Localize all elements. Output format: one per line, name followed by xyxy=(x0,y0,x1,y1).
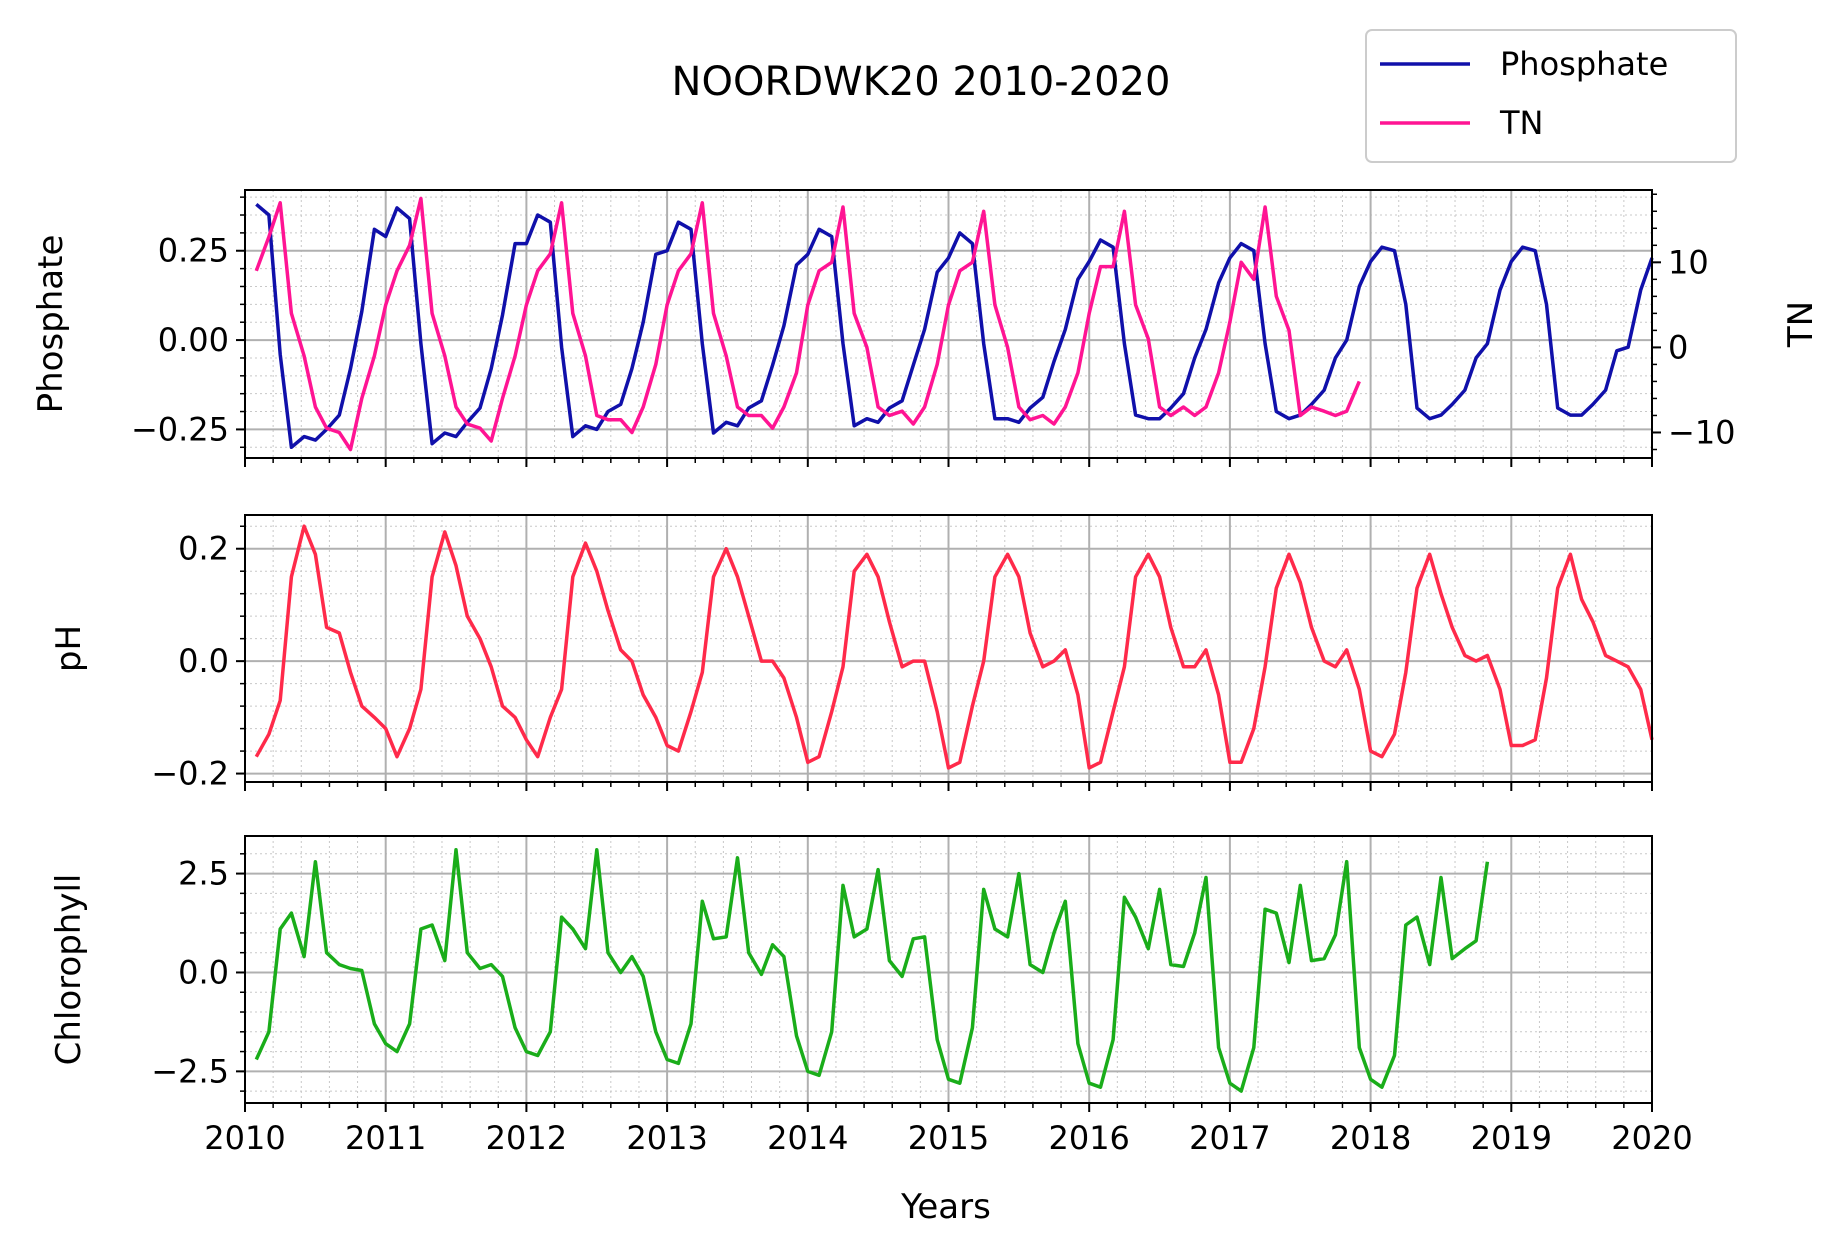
legend-label-tn: TN xyxy=(1499,104,1543,142)
panel-phosphate-tn: −0.25 0.00 0.25 −10 0 10 TN Phosphate xyxy=(31,189,1821,467)
legend-label-phosphate: Phosphate xyxy=(1500,45,1668,83)
series-line-ph xyxy=(254,524,1654,770)
series-line-tn xyxy=(254,196,1361,452)
y-tick-label: 0.0 xyxy=(178,953,229,991)
y-tick-label-right: −10 xyxy=(1668,413,1736,451)
y-tick-label: 0.0 xyxy=(178,642,229,680)
y-axis-title: Chlorophyll xyxy=(49,874,89,1066)
y-tick-label-right: 0 xyxy=(1668,328,1688,366)
y-tick-label-right: 10 xyxy=(1668,243,1709,281)
series-line-phosphate xyxy=(255,202,1654,450)
x-tick-label: 2017 xyxy=(1189,1119,1270,1157)
x-tick-label: 2011 xyxy=(345,1119,426,1157)
x-tick-label: 2015 xyxy=(908,1119,989,1157)
panel-ph: −0.2 0.0 0.2 pH xyxy=(49,514,1654,793)
y-tick-label: −0.25 xyxy=(131,410,229,448)
y-tick-label: 2.5 xyxy=(178,855,229,893)
y-tick-label: 0.25 xyxy=(158,232,229,270)
chart-title: NOORDWK20 2010-2020 xyxy=(672,59,1171,105)
y-axis-title-right: TN xyxy=(1781,301,1821,348)
x-tick-label: 2018 xyxy=(1330,1119,1411,1157)
y-tick-label: 0.2 xyxy=(178,530,229,568)
y-axis-title: Phosphate xyxy=(31,235,71,414)
x-tick-label: 2012 xyxy=(486,1119,567,1157)
legend: Phosphate TN xyxy=(1365,29,1737,163)
panel-chlorophyll: −2.5 0.0 2.5 2010 2011 2012 2013 2014 2015 2016 20… xyxy=(49,835,1693,1157)
series-line-chlorophyll xyxy=(254,848,1490,1093)
x-tick-label: 2020 xyxy=(1611,1119,1692,1157)
x-axis-title: Years xyxy=(900,1187,991,1227)
x-tick-label: 2010 xyxy=(204,1119,285,1157)
plot-frame xyxy=(244,189,1653,459)
y-axis-title: pH xyxy=(49,625,89,672)
x-tick-label: 2019 xyxy=(1471,1119,1552,1157)
x-tick-label: 2014 xyxy=(767,1119,848,1157)
x-tick-label: 2013 xyxy=(626,1119,707,1157)
y-tick-label: −2.5 xyxy=(151,1052,229,1090)
y-tick-label: 0.00 xyxy=(158,321,229,359)
plot-frame xyxy=(244,835,1653,1104)
y-tick-label: −0.2 xyxy=(151,755,229,793)
x-tick-label: 2016 xyxy=(1048,1119,1129,1157)
plot-frame xyxy=(244,514,1653,783)
